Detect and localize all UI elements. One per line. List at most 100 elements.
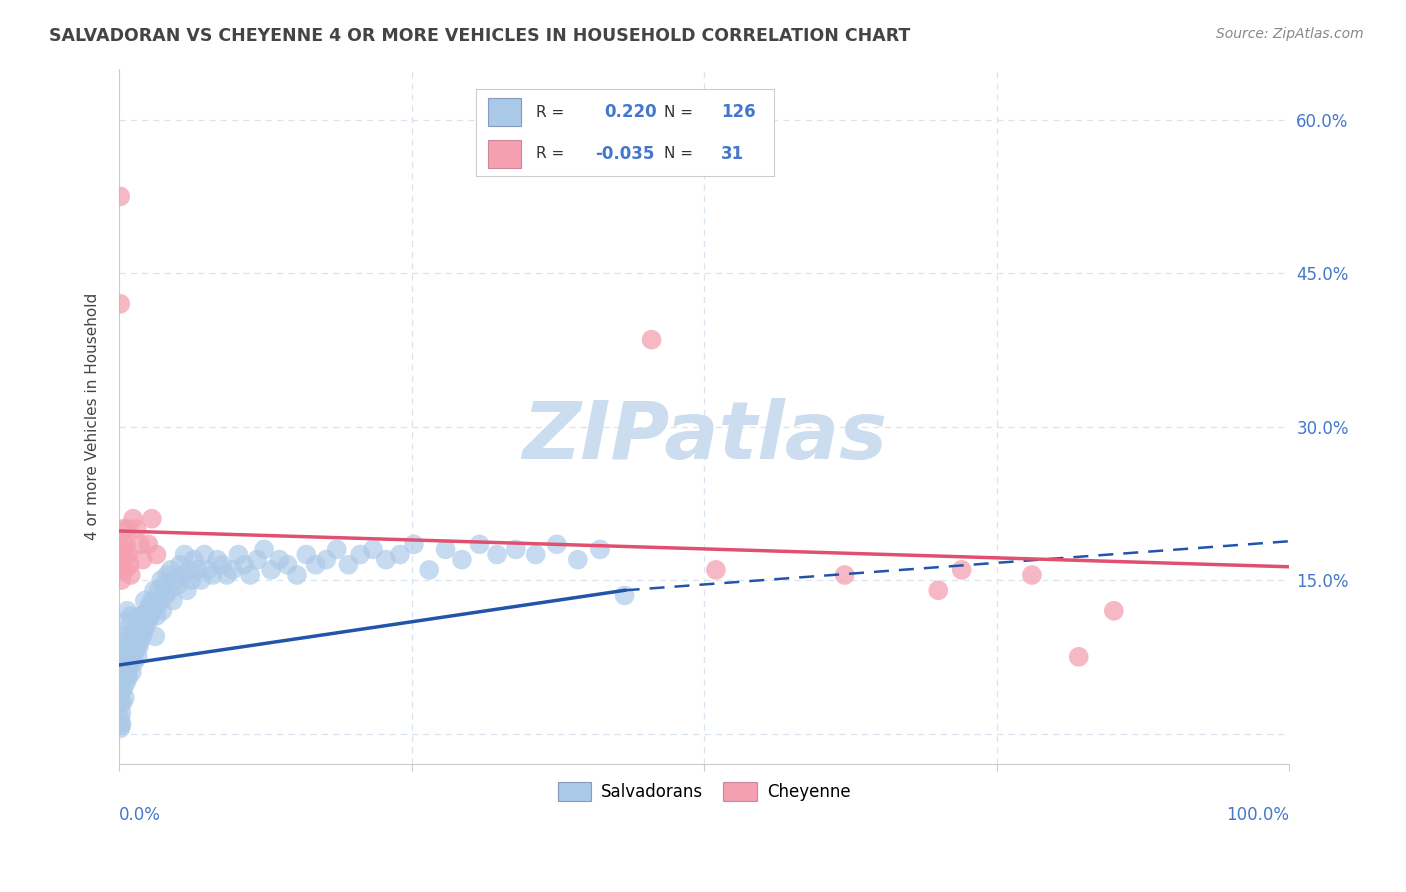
Point: [148, 583, 170, 598]
Point: [110, 297, 132, 311]
Point: [228, 548, 250, 562]
Point: [1067, 649, 1090, 664]
Point: [834, 568, 856, 582]
Point: [349, 548, 371, 562]
Point: [120, 655, 142, 669]
Point: [131, 608, 153, 623]
Point: [141, 512, 163, 526]
Point: [305, 558, 328, 572]
Point: [129, 634, 152, 648]
Point: [143, 583, 166, 598]
Point: [285, 568, 308, 582]
Point: [176, 583, 198, 598]
Point: [115, 522, 138, 536]
Point: [162, 593, 184, 607]
Point: [134, 614, 156, 628]
Point: [110, 563, 132, 577]
Point: [120, 568, 142, 582]
Point: [950, 563, 973, 577]
Point: [145, 548, 167, 562]
Point: [131, 629, 153, 643]
Point: [115, 675, 138, 690]
Point: [190, 573, 212, 587]
Point: [112, 537, 135, 551]
Point: [114, 548, 136, 562]
Point: [112, 640, 135, 654]
Text: ZIPatlas: ZIPatlas: [522, 398, 887, 476]
Point: [468, 537, 491, 551]
Point: [115, 655, 138, 669]
Point: [451, 552, 474, 566]
Point: [118, 660, 141, 674]
Point: [143, 629, 166, 643]
Point: [122, 649, 145, 664]
Point: [110, 716, 132, 731]
Point: [165, 573, 187, 587]
Point: [159, 563, 181, 577]
Point: [640, 333, 662, 347]
Point: [115, 604, 138, 618]
Point: [166, 578, 188, 592]
Point: [129, 624, 152, 639]
Point: [110, 665, 132, 680]
Point: [115, 537, 138, 551]
Point: [124, 624, 146, 639]
Point: [110, 634, 132, 648]
Point: [117, 670, 139, 684]
Point: [117, 649, 139, 664]
Point: [110, 686, 132, 700]
Point: [134, 593, 156, 607]
Point: [567, 552, 589, 566]
Point: [110, 573, 132, 587]
Point: [434, 542, 457, 557]
Point: [156, 568, 179, 582]
Point: [149, 593, 172, 607]
Point: [201, 568, 224, 582]
Point: [124, 645, 146, 659]
Point: [111, 624, 134, 639]
Point: [110, 696, 132, 710]
Point: [110, 722, 132, 736]
Point: [1021, 568, 1043, 582]
Point: [221, 563, 243, 577]
Point: [135, 619, 157, 633]
Point: [704, 563, 727, 577]
Point: [136, 614, 159, 628]
Point: [110, 645, 132, 659]
Point: [110, 706, 132, 720]
Point: [150, 573, 173, 587]
Point: [127, 649, 149, 664]
Point: [121, 665, 143, 680]
Point: [110, 189, 132, 203]
Point: [121, 645, 143, 659]
Point: [146, 599, 169, 613]
Point: [114, 670, 136, 684]
Point: [197, 563, 219, 577]
Point: [136, 537, 159, 551]
Point: [183, 552, 205, 566]
Point: [145, 608, 167, 623]
Point: [111, 522, 134, 536]
Point: [295, 548, 318, 562]
Point: [122, 655, 145, 669]
Point: [114, 563, 136, 577]
Point: [136, 604, 159, 618]
Point: [142, 604, 165, 618]
Point: [112, 681, 135, 695]
Point: [207, 552, 229, 566]
Point: [115, 614, 138, 628]
Point: [246, 552, 269, 566]
Point: [118, 558, 141, 572]
Point: [110, 558, 132, 572]
Point: [152, 578, 174, 592]
Point: [157, 583, 180, 598]
Point: [211, 558, 233, 572]
Point: [139, 608, 162, 623]
Point: [150, 604, 173, 618]
Point: [374, 552, 396, 566]
Legend: Salvadorans, Cheyenne: Salvadorans, Cheyenne: [551, 775, 858, 808]
Point: [122, 512, 145, 526]
Point: [129, 608, 152, 623]
Point: [110, 718, 132, 732]
Point: [111, 670, 134, 684]
